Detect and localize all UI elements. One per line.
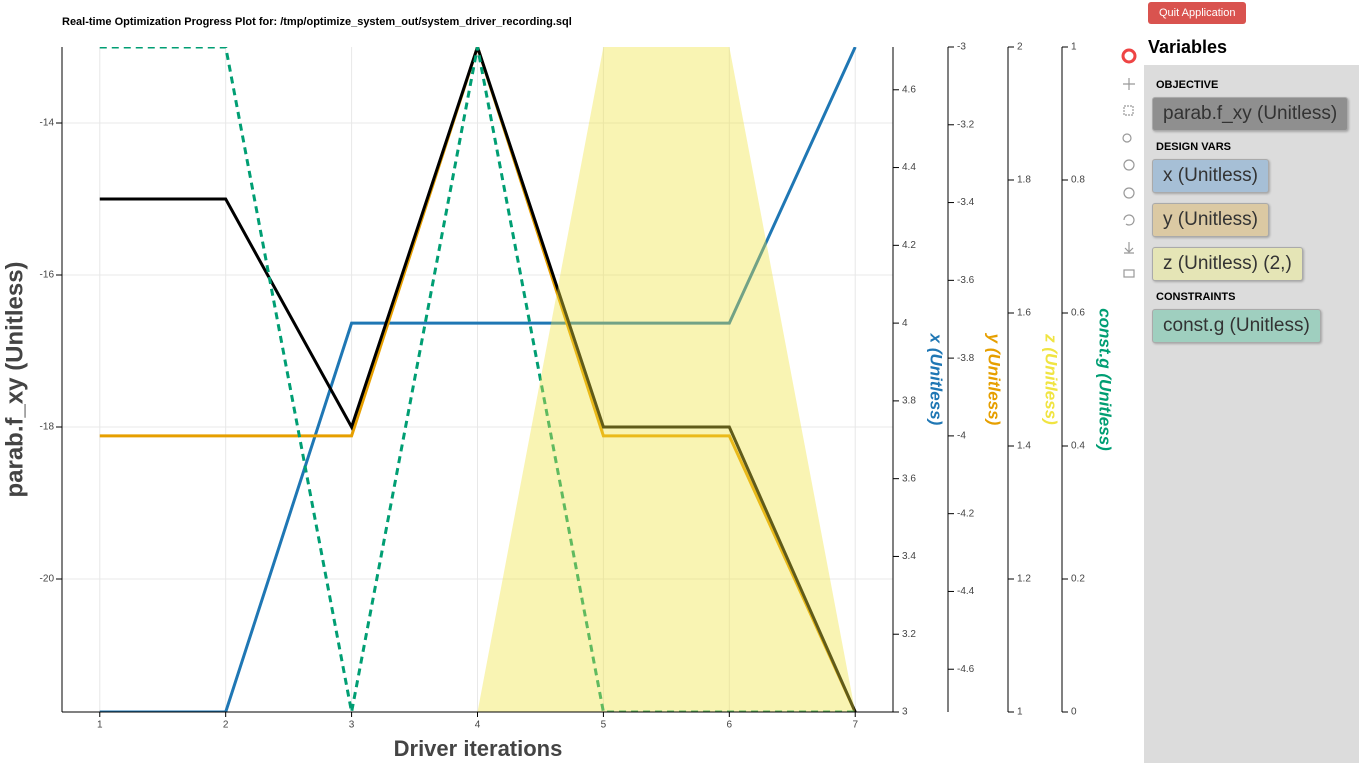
y-tick-label: -4 (957, 431, 966, 442)
x-tick-label: 1 (97, 720, 103, 731)
y-tick-label: 2 (1017, 42, 1023, 53)
variable-row: x (Unitless) (1152, 159, 1351, 201)
variable-button[interactable]: const.g (Unitless) (1152, 309, 1321, 343)
y-tick-label: 1.2 (1017, 574, 1031, 585)
pan-tool[interactable] (1123, 78, 1135, 90)
y-tick-label: 0.4 (1071, 441, 1085, 452)
x-tick-label: 4 (475, 720, 481, 731)
zoom-out-tool[interactable] (1123, 187, 1135, 199)
variable-row: parab.f_xy (Unitless) (1152, 97, 1351, 139)
reset-tool[interactable] (1123, 214, 1135, 226)
y-tick-label: 1.6 (1017, 308, 1031, 319)
y-tick-label: 3.8 (902, 396, 916, 407)
chart: Real-time Optimization Progress Plot for… (1, 16, 1137, 761)
y-tick-label: 1.4 (1017, 441, 1031, 452)
y-tick-label: -14 (40, 118, 55, 129)
variable-row: z (Unitless) (2,) (1152, 247, 1351, 289)
y-tick-label: 0.6 (1071, 308, 1085, 319)
y-tick-label: -20 (40, 574, 55, 585)
y-tick-label: -4.2 (957, 508, 975, 519)
variable-button[interactable]: y (Unitless) (1152, 203, 1270, 237)
y-axis-label: x (Unitless) (927, 333, 946, 426)
y-tick-label: 0.2 (1071, 574, 1085, 585)
y-tick-label: -3 (957, 42, 966, 53)
save-tool[interactable] (1124, 242, 1134, 254)
x-tick-label: 2 (223, 720, 229, 731)
y-tick-label: 4 (902, 318, 908, 329)
variable-button[interactable]: x (Unitless) (1152, 159, 1270, 193)
y-tick-label: 4.6 (902, 84, 916, 95)
y-axis-label: y (Unitless) (985, 333, 1004, 426)
y-tick-label: -3.4 (957, 197, 975, 208)
x-tick-label: 6 (727, 720, 733, 731)
wheel-zoom-tool[interactable] (1122, 133, 1132, 143)
sidebar: Quit Application Variables OBJECTIVE para… (1144, 0, 1359, 763)
y-tick-label: 1 (1071, 42, 1077, 53)
chart-title: Real-time Optimization Progress Plot for… (62, 16, 572, 28)
box-zoom-tool[interactable] (1123, 105, 1134, 116)
sidebar-heading: Variables (1148, 37, 1228, 57)
toolbar (1121, 48, 1137, 278)
line (99, 47, 857, 712)
y-axis-label: z (Unitless) (1042, 333, 1061, 425)
area (99, 47, 856, 712)
variable-button[interactable]: parab.f_xy (Unitless) (1152, 97, 1349, 131)
y-tick-label: -3.6 (957, 275, 975, 286)
y-tick-label: 4.2 (902, 240, 916, 251)
y-tick-label: -4.6 (957, 664, 975, 675)
y-tick-label: 3.6 (902, 473, 916, 484)
y-tick-label: 0.8 (1071, 175, 1085, 186)
y-tick-label: 4.4 (902, 162, 916, 173)
y-tick-label: -3.2 (957, 119, 975, 130)
x-tick-label: 3 (349, 720, 355, 731)
section-title: CONSTRAINTS (1156, 291, 1236, 303)
x-axis-label: Driver iterations (394, 736, 563, 761)
x-tick-label: 5 (601, 720, 607, 731)
y-tick-label: 0 (1071, 707, 1077, 718)
y-axis-label: const.g (Unitless) (1096, 308, 1115, 451)
y-tick-label: -3.8 (957, 353, 975, 364)
x-tick-label: 7 (852, 720, 858, 731)
line (99, 47, 857, 712)
y-tick-label: -16 (40, 270, 55, 281)
y-tick-label: 3 (902, 707, 908, 718)
zoom-in-tool[interactable] (1123, 159, 1135, 171)
variable-button[interactable]: z (Unitless) (2,) (1152, 247, 1303, 281)
y-tick-label: -4.4 (957, 586, 975, 597)
bokeh-logo (1121, 48, 1137, 64)
y-tick-label: -18 (40, 422, 55, 433)
y-tick-label: 3.2 (902, 629, 916, 640)
y-tick-label: 1 (1017, 707, 1023, 718)
y-tick-label: 3.4 (902, 551, 916, 562)
section-title: OBJECTIVE (1156, 79, 1219, 91)
variable-row: y (Unitless) (1152, 203, 1351, 245)
section-title: DESIGN VARS (1156, 141, 1231, 153)
variables-panel: OBJECTIVE parab.f_xy (Unitless) DESIGN VAR… (1144, 65, 1359, 763)
quit-button[interactable]: Quit Application (1148, 2, 1247, 24)
hover-tool[interactable] (1123, 269, 1135, 278)
variable-row: const.g (Unitless) (1152, 309, 1351, 351)
y-tick-label: 1.8 (1017, 175, 1031, 186)
y-axis-label: parab.f_xy (Unitless) (1, 261, 28, 497)
line (99, 47, 857, 712)
